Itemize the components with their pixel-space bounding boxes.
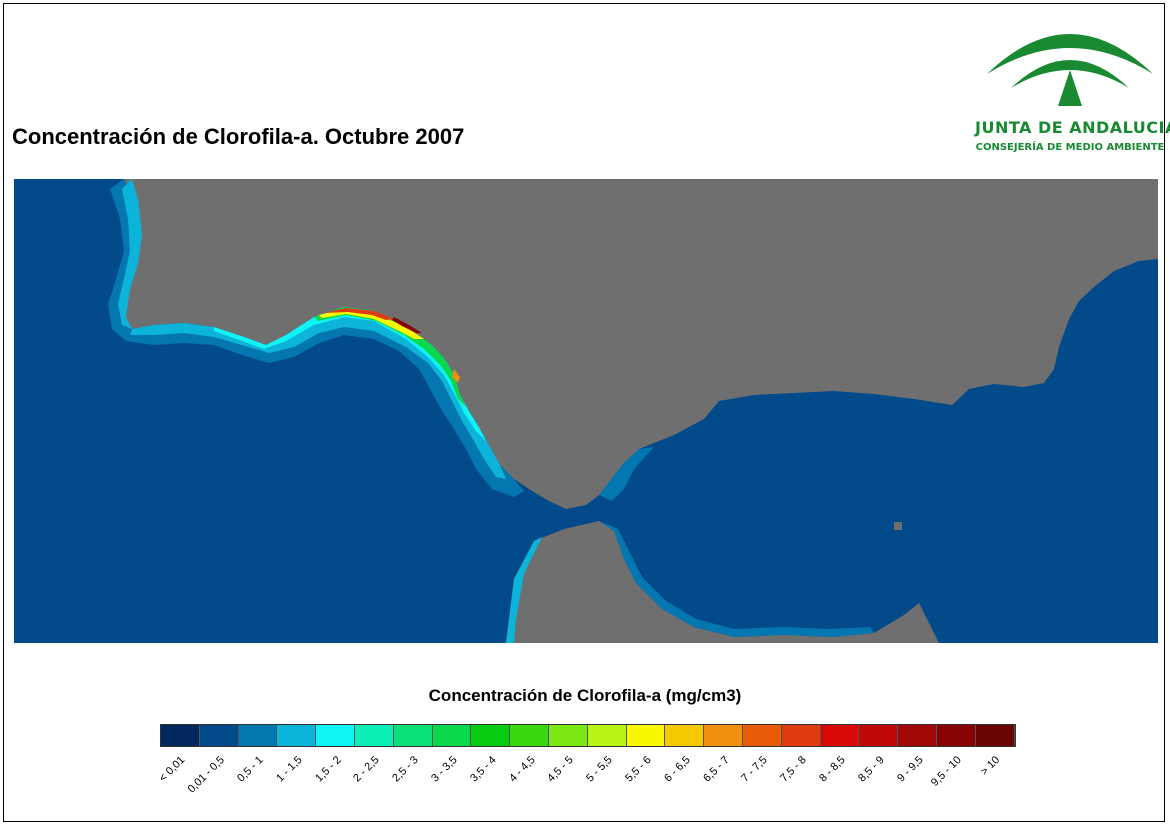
legend-label: 3,5 - 4 — [467, 754, 499, 785]
legend-swatch — [859, 725, 899, 746]
legend-swatch — [510, 725, 549, 746]
legend-label: 9,5 - 10 — [929, 754, 965, 789]
legend-swatch — [471, 725, 511, 746]
legend-swatch — [626, 725, 666, 746]
legend-swatch — [781, 725, 821, 746]
legend-swatch — [936, 725, 976, 746]
legend-title: Concentración de Clorofila-a (mg/cm3) — [428, 686, 742, 705]
junta-andalucia-emblem-icon — [987, 34, 1153, 106]
legend-label: 3 - 3,5 — [429, 754, 460, 785]
legend-swatch — [199, 725, 239, 746]
legend-swatch — [354, 725, 394, 746]
legend-label: 1,5 - 2 — [312, 754, 344, 785]
legend-label: 1 - 1,5 — [273, 754, 305, 785]
legend-swatch — [587, 725, 627, 746]
page-frame — [3, 3, 1165, 822]
legend-label: 6 - 6,5 — [661, 754, 693, 785]
coastal-band-5-6 — [319, 309, 424, 339]
legend-label: > 10 — [978, 754, 1003, 778]
legend-label: 8,5 - 9 — [855, 754, 887, 785]
legend-swatch — [704, 725, 743, 746]
coastal-band-alboran — [599, 447, 654, 501]
legend-swatch — [975, 725, 1015, 746]
legend-swatch — [548, 725, 588, 746]
coastal-band-6-7 — [452, 369, 460, 383]
legend-label: 4,5 - 5 — [545, 754, 577, 785]
coastal-band-9-10 — [392, 317, 422, 333]
legend-label: 7,5 - 8 — [778, 754, 809, 785]
legend-label: 4 - 4,5 — [506, 754, 538, 785]
coastal-band-africa — [599, 521, 874, 637]
coastal-band-west-inner — [118, 179, 142, 329]
chlorophyll-map — [14, 179, 1158, 643]
legend-swatch — [898, 725, 937, 746]
legend-swatch — [161, 725, 200, 746]
page-title: Concentración de Clorofila-a. Octubre 20… — [12, 124, 465, 149]
coastal-band-1-1-5 — [130, 307, 506, 479]
coastal-band-africa-west — [506, 537, 542, 643]
legend-swatch — [393, 725, 433, 746]
legend-label: 6,5 - 7 — [700, 754, 732, 785]
legend-swatch — [820, 725, 860, 746]
legend-label: 2 - 2,5 — [351, 754, 383, 785]
legend-label: 9 - 9,5 — [894, 754, 926, 785]
legend-label: 0,01 - 0,5 — [185, 754, 228, 796]
legend-label: 0,5 - 1 — [235, 754, 266, 785]
land-island — [894, 522, 902, 530]
organization-logo: JUNTA DE ANDALUCIA CONSEJERÍA DE MEDIO A… — [975, 14, 1170, 159]
organization-name: JUNTA DE ANDALUCIA — [975, 118, 1170, 137]
legend-label: 5 - 5,5 — [584, 754, 615, 785]
legend-label: 7 - 7,5 — [739, 754, 771, 785]
legend-swatch — [742, 725, 782, 746]
legend-swatch — [238, 725, 278, 746]
land-iberia — [122, 179, 1158, 509]
legend-label: 2,5 - 3 — [390, 754, 421, 785]
legend-swatch — [316, 725, 355, 746]
legend-swatch — [432, 725, 472, 746]
legend-swatch — [665, 725, 705, 746]
organization-department: CONSEJERÍA DE MEDIO AMBIENTE — [975, 142, 1165, 153]
legend-label: 5,5 - 6 — [623, 754, 654, 785]
coastal-band-7-8 — [324, 308, 394, 320]
coastal-band-3-4 — [314, 307, 466, 407]
legend-swatch — [277, 725, 317, 746]
legend-color-bar — [160, 724, 1016, 747]
land-north-africa — [506, 521, 939, 643]
legend-label: < 0,01 — [157, 754, 188, 785]
legend-label: 8 - 8,5 — [817, 754, 848, 785]
